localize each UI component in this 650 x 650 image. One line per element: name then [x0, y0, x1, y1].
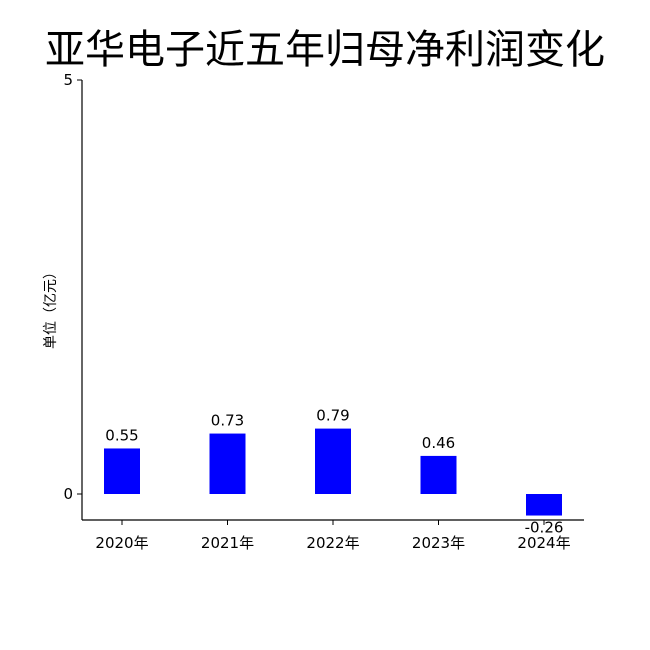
- bar: [209, 433, 246, 494]
- bar: [526, 494, 562, 516]
- y-ticks-layer: 05: [63, 71, 82, 503]
- bar-value-label: 0.55: [105, 426, 138, 444]
- value-labels-layer: 0.55 0.73 0.79 0.46 -0.26: [105, 407, 563, 537]
- bar-value-label: 0.79: [316, 407, 349, 425]
- x-tick-label: 2023年: [412, 534, 465, 552]
- y-axis-label: 单位（亿元）: [43, 265, 59, 349]
- x-tick-label: 2024年: [517, 534, 570, 552]
- y-tick-label: 0: [63, 485, 73, 503]
- bar: [104, 448, 140, 494]
- chart-title: 亚华电子近五年归母净利润变化: [45, 27, 605, 73]
- x-tick-label: 2022年: [306, 534, 359, 552]
- bar-value-label: 0.73: [211, 412, 244, 430]
- x-tick-label: 2020年: [95, 534, 148, 552]
- bar-value-label: -0.26: [525, 519, 564, 537]
- x-tick-label: 2021年: [201, 534, 254, 552]
- x-ticks-layer: 2020年 2021年 2022年 2023年 2024年: [95, 520, 571, 552]
- bar-value-label: 0.46: [422, 434, 455, 452]
- bar: [315, 428, 351, 494]
- bar: [420, 455, 457, 494]
- bars-layer: [104, 428, 562, 516]
- y-tick-label: 5: [63, 71, 73, 89]
